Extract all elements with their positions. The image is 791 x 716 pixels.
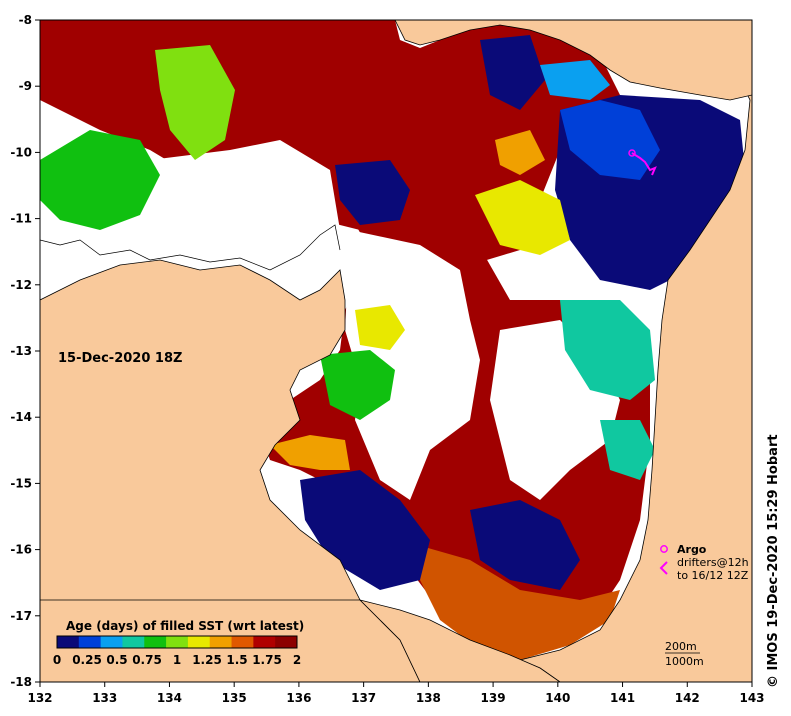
argo-float-marker [628, 149, 636, 157]
sst-region-yellow-gulf [355, 305, 405, 350]
y-tick-label: -18 [10, 675, 32, 689]
colorbar-tick-label: 1 [173, 653, 181, 667]
colorbar-tick-label: 0.5 [106, 653, 127, 667]
sst-region-skyblue-northeast [540, 60, 610, 100]
drifter-legend-label: drifters@12h [677, 556, 749, 569]
x-tick-label: 140 [545, 691, 570, 705]
colorbar-swatch [275, 636, 298, 648]
sst-region-teal-east [560, 300, 655, 400]
no-data-central [345, 230, 480, 500]
credit-text: © IMOS 19-Dec-2020 15:29 Hobart [766, 434, 781, 688]
x-tick-label: 134 [157, 691, 182, 705]
colorbar-tick-label: 2 [293, 653, 301, 667]
x-tick-label: 136 [286, 691, 311, 705]
colorbar-swatch [166, 636, 189, 648]
y-tick-label: -14 [10, 410, 32, 424]
colorbar-swatch [231, 636, 254, 648]
x-tick-label: 135 [222, 691, 247, 705]
colorbar-title: Age (days) of filled SST (wrt latest) [66, 619, 304, 633]
x-axis: 132 133 134 135 136 137 138 139 140 141 142 143 [27, 682, 765, 705]
colorbar-swatch [209, 636, 233, 648]
drifter-legend-icon [659, 561, 668, 575]
x-tick-label: 137 [351, 691, 376, 705]
sst-region-navy-gulf-south [470, 500, 580, 590]
x-tick-label: 132 [27, 691, 52, 705]
colorbar-tick-label: 0.25 [72, 653, 102, 667]
sst-region-orange-north [495, 130, 545, 175]
sst-region-green-west [40, 130, 160, 230]
x-tick-label: 143 [739, 691, 764, 705]
y-tick-label: -16 [10, 543, 32, 557]
y-axis: -8 -9 -10 -11 -12 -13 -14 -15 -16 -17 -18 [10, 13, 40, 689]
colorbar-swatch [187, 636, 211, 648]
y-tick-label: -8 [19, 13, 32, 27]
x-tick-label: 142 [675, 691, 700, 705]
contour-legend: 200m 1000m [665, 640, 704, 668]
y-tick-label: -9 [19, 79, 32, 93]
date-label: 15-Dec-2020 18Z [58, 351, 182, 366]
colorbar-tick-label: 1.25 [192, 653, 222, 667]
colorbar-swatch [122, 636, 145, 648]
y-tick-label: -12 [10, 278, 32, 292]
y-tick-label: -17 [10, 609, 32, 623]
colorbar-tick-label: 1.75 [252, 653, 282, 667]
y-tick-label: -11 [10, 212, 32, 226]
x-tick-label: 139 [481, 691, 506, 705]
sst-region-teal-east-south [600, 420, 655, 480]
no-data-west [150, 140, 340, 285]
sst-region-blue-east [560, 100, 660, 180]
drifter-track [631, 152, 657, 176]
x-tick-label: 133 [92, 691, 117, 705]
land-gulf-south [358, 599, 561, 682]
colorbar-swatch [78, 636, 102, 648]
x-tick-label: 138 [416, 691, 441, 705]
contour-1000m-label: 1000m [665, 655, 704, 668]
colorbar-swatch [57, 636, 80, 648]
sst-region-green-gulf [320, 350, 395, 420]
coastline-top-end [40, 224, 341, 271]
y-tick-label: -15 [10, 476, 32, 490]
colorbar-swatch [100, 636, 123, 648]
colorbar-swatch [144, 636, 167, 648]
colorbar-swatch [253, 636, 276, 648]
sst-region-navy-central [335, 160, 410, 225]
colorbar-tick-label: 0 [53, 653, 61, 667]
drifter-legend-sub: to 16/12 12Z [677, 569, 749, 582]
sst-region-lightgreen-north [155, 45, 235, 160]
land-new-guinea [394, 20, 752, 101]
argo-legend-label: Argo [677, 543, 707, 556]
colorbar-tick-label: 0.75 [132, 653, 162, 667]
argo-legend-icon [660, 545, 668, 553]
y-tick-label: -13 [10, 344, 32, 358]
contour-200m-label: 200m [665, 640, 697, 653]
sst-region-orange-south [400, 540, 620, 660]
colorbar-tick-label: 1.5 [226, 653, 247, 667]
sst-region-yellow-central [475, 180, 570, 255]
sst-region-orange-west [270, 435, 350, 470]
sst-region-navy-north [480, 35, 545, 110]
y-tick-label: -10 [10, 145, 32, 159]
drifter-legend: Argo drifters@12h to 16/12 12Z [659, 543, 749, 582]
x-tick-label: 141 [610, 691, 635, 705]
